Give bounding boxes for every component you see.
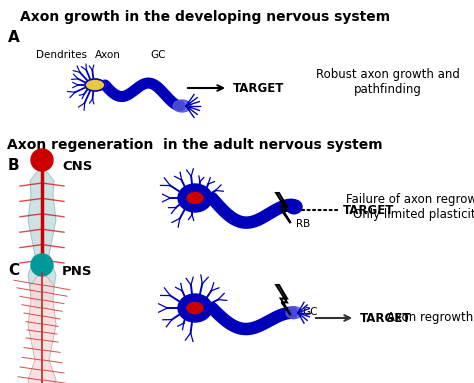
Text: Robust axon growth and
pathfinding: Robust axon growth and pathfinding — [316, 68, 460, 96]
Text: PNS: PNS — [62, 265, 92, 278]
Text: Axon regrowth: Axon regrowth — [387, 311, 473, 324]
Ellipse shape — [178, 294, 212, 322]
Ellipse shape — [85, 79, 105, 91]
Polygon shape — [28, 168, 56, 308]
Circle shape — [31, 254, 53, 276]
Text: Axon growth in the developing nervous system: Axon growth in the developing nervous sy… — [20, 10, 390, 24]
Text: TARGET: TARGET — [233, 82, 284, 95]
Text: TARGET: TARGET — [343, 203, 394, 216]
Ellipse shape — [187, 303, 203, 314]
Text: Failure of axon regrowth
Only limited plasticity: Failure of axon regrowth Only limited pl… — [346, 193, 474, 221]
Polygon shape — [28, 273, 56, 383]
Ellipse shape — [173, 100, 191, 112]
Text: CNS: CNS — [62, 160, 92, 173]
Text: B: B — [8, 158, 19, 173]
Text: C: C — [8, 263, 19, 278]
Text: RB: RB — [296, 219, 310, 229]
Ellipse shape — [187, 193, 203, 203]
Circle shape — [31, 149, 53, 171]
Ellipse shape — [178, 184, 212, 212]
Text: Dendrites: Dendrites — [36, 50, 88, 60]
Text: GC: GC — [150, 50, 166, 60]
Text: Axon: Axon — [95, 50, 121, 60]
Text: GC: GC — [302, 307, 318, 317]
Text: TARGET: TARGET — [360, 311, 411, 324]
Text: A: A — [8, 30, 20, 45]
Ellipse shape — [286, 200, 302, 214]
Ellipse shape — [286, 307, 302, 319]
Text: Axon regeneration  in the adult nervous system: Axon regeneration in the adult nervous s… — [7, 138, 383, 152]
